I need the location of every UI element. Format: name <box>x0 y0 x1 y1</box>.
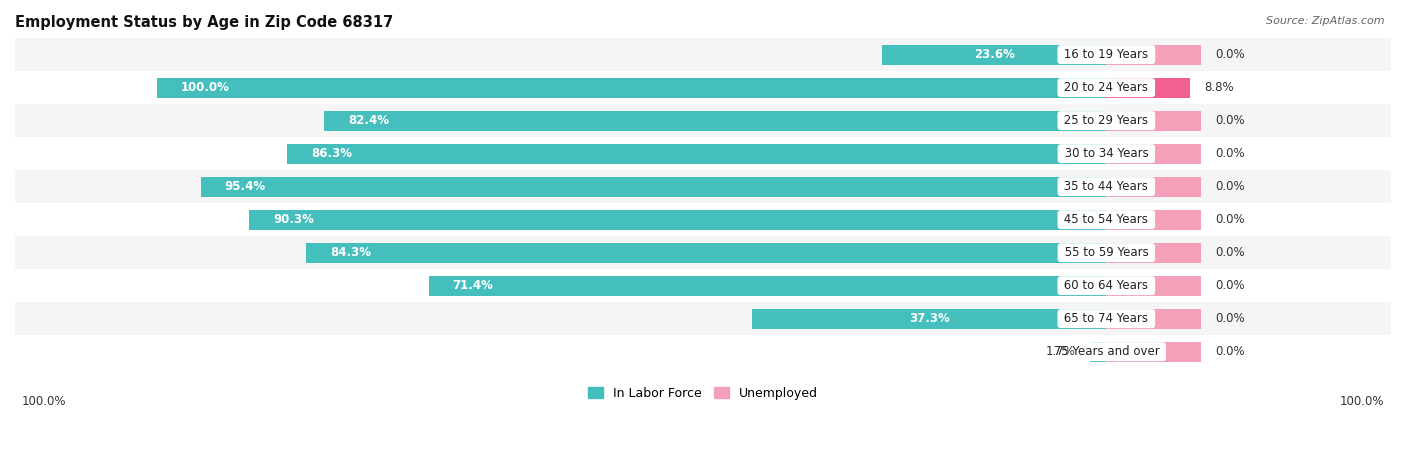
Text: 0.0%: 0.0% <box>1215 345 1246 358</box>
Bar <box>287 144 1107 164</box>
Bar <box>1107 210 1201 230</box>
Text: 45 to 54 Years: 45 to 54 Years <box>1060 213 1152 226</box>
Bar <box>1107 111 1201 130</box>
Bar <box>15 137 1391 170</box>
Text: 95.4%: 95.4% <box>225 180 266 193</box>
Bar <box>752 309 1107 328</box>
Text: 65 to 74 Years: 65 to 74 Years <box>1060 312 1152 325</box>
Bar <box>1107 342 1201 362</box>
Text: 100.0%: 100.0% <box>1340 395 1384 408</box>
Bar <box>325 111 1107 130</box>
Text: 60 to 64 Years: 60 to 64 Years <box>1060 279 1152 292</box>
Text: 100.0%: 100.0% <box>22 395 66 408</box>
Legend: In Labor Force, Unemployed: In Labor Force, Unemployed <box>583 382 823 405</box>
Bar <box>15 203 1391 236</box>
Text: 75 Years and over: 75 Years and over <box>1049 345 1163 358</box>
Text: Employment Status by Age in Zip Code 68317: Employment Status by Age in Zip Code 683… <box>15 15 394 30</box>
Text: 0.0%: 0.0% <box>1215 147 1246 160</box>
Text: 20 to 24 Years: 20 to 24 Years <box>1060 81 1152 94</box>
Bar <box>1107 243 1201 262</box>
Bar <box>1090 342 1107 362</box>
Text: 0.0%: 0.0% <box>1215 213 1246 226</box>
Bar <box>1107 309 1201 328</box>
Bar <box>201 177 1107 197</box>
Text: 0.0%: 0.0% <box>1215 246 1246 259</box>
Text: 0.0%: 0.0% <box>1215 312 1246 325</box>
Text: Source: ZipAtlas.com: Source: ZipAtlas.com <box>1267 16 1385 26</box>
Text: 86.3%: 86.3% <box>311 147 352 160</box>
Text: 25 to 29 Years: 25 to 29 Years <box>1060 114 1152 127</box>
Text: 8.8%: 8.8% <box>1204 81 1233 94</box>
Bar <box>1107 276 1201 295</box>
Bar <box>1107 45 1201 64</box>
Bar <box>157 78 1107 97</box>
Text: 30 to 34 Years: 30 to 34 Years <box>1060 147 1152 160</box>
Text: 0.0%: 0.0% <box>1215 114 1246 127</box>
Text: 71.4%: 71.4% <box>453 279 494 292</box>
Bar <box>1107 144 1201 164</box>
Text: 1.7%: 1.7% <box>1046 345 1076 358</box>
Text: 0.0%: 0.0% <box>1215 48 1246 61</box>
Bar <box>307 243 1107 262</box>
Text: 84.3%: 84.3% <box>330 246 371 259</box>
Bar <box>15 269 1391 302</box>
Bar <box>15 71 1391 104</box>
Bar <box>15 104 1391 137</box>
Bar <box>15 170 1391 203</box>
Bar <box>1107 78 1189 97</box>
Bar <box>883 45 1107 64</box>
Text: 0.0%: 0.0% <box>1215 180 1246 193</box>
Bar <box>15 335 1391 368</box>
Text: 23.6%: 23.6% <box>974 48 1015 61</box>
Bar <box>249 210 1107 230</box>
Text: 100.0%: 100.0% <box>181 81 231 94</box>
Bar <box>429 276 1107 295</box>
Text: 16 to 19 Years: 16 to 19 Years <box>1060 48 1153 61</box>
Bar <box>1107 177 1201 197</box>
Bar <box>15 302 1391 335</box>
Text: 55 to 59 Years: 55 to 59 Years <box>1060 246 1152 259</box>
Text: 90.3%: 90.3% <box>273 213 314 226</box>
Text: 0.0%: 0.0% <box>1215 279 1246 292</box>
Bar <box>15 38 1391 71</box>
Bar <box>15 236 1391 269</box>
Text: 82.4%: 82.4% <box>349 114 389 127</box>
Text: 35 to 44 Years: 35 to 44 Years <box>1060 180 1152 193</box>
Text: 37.3%: 37.3% <box>908 312 949 325</box>
